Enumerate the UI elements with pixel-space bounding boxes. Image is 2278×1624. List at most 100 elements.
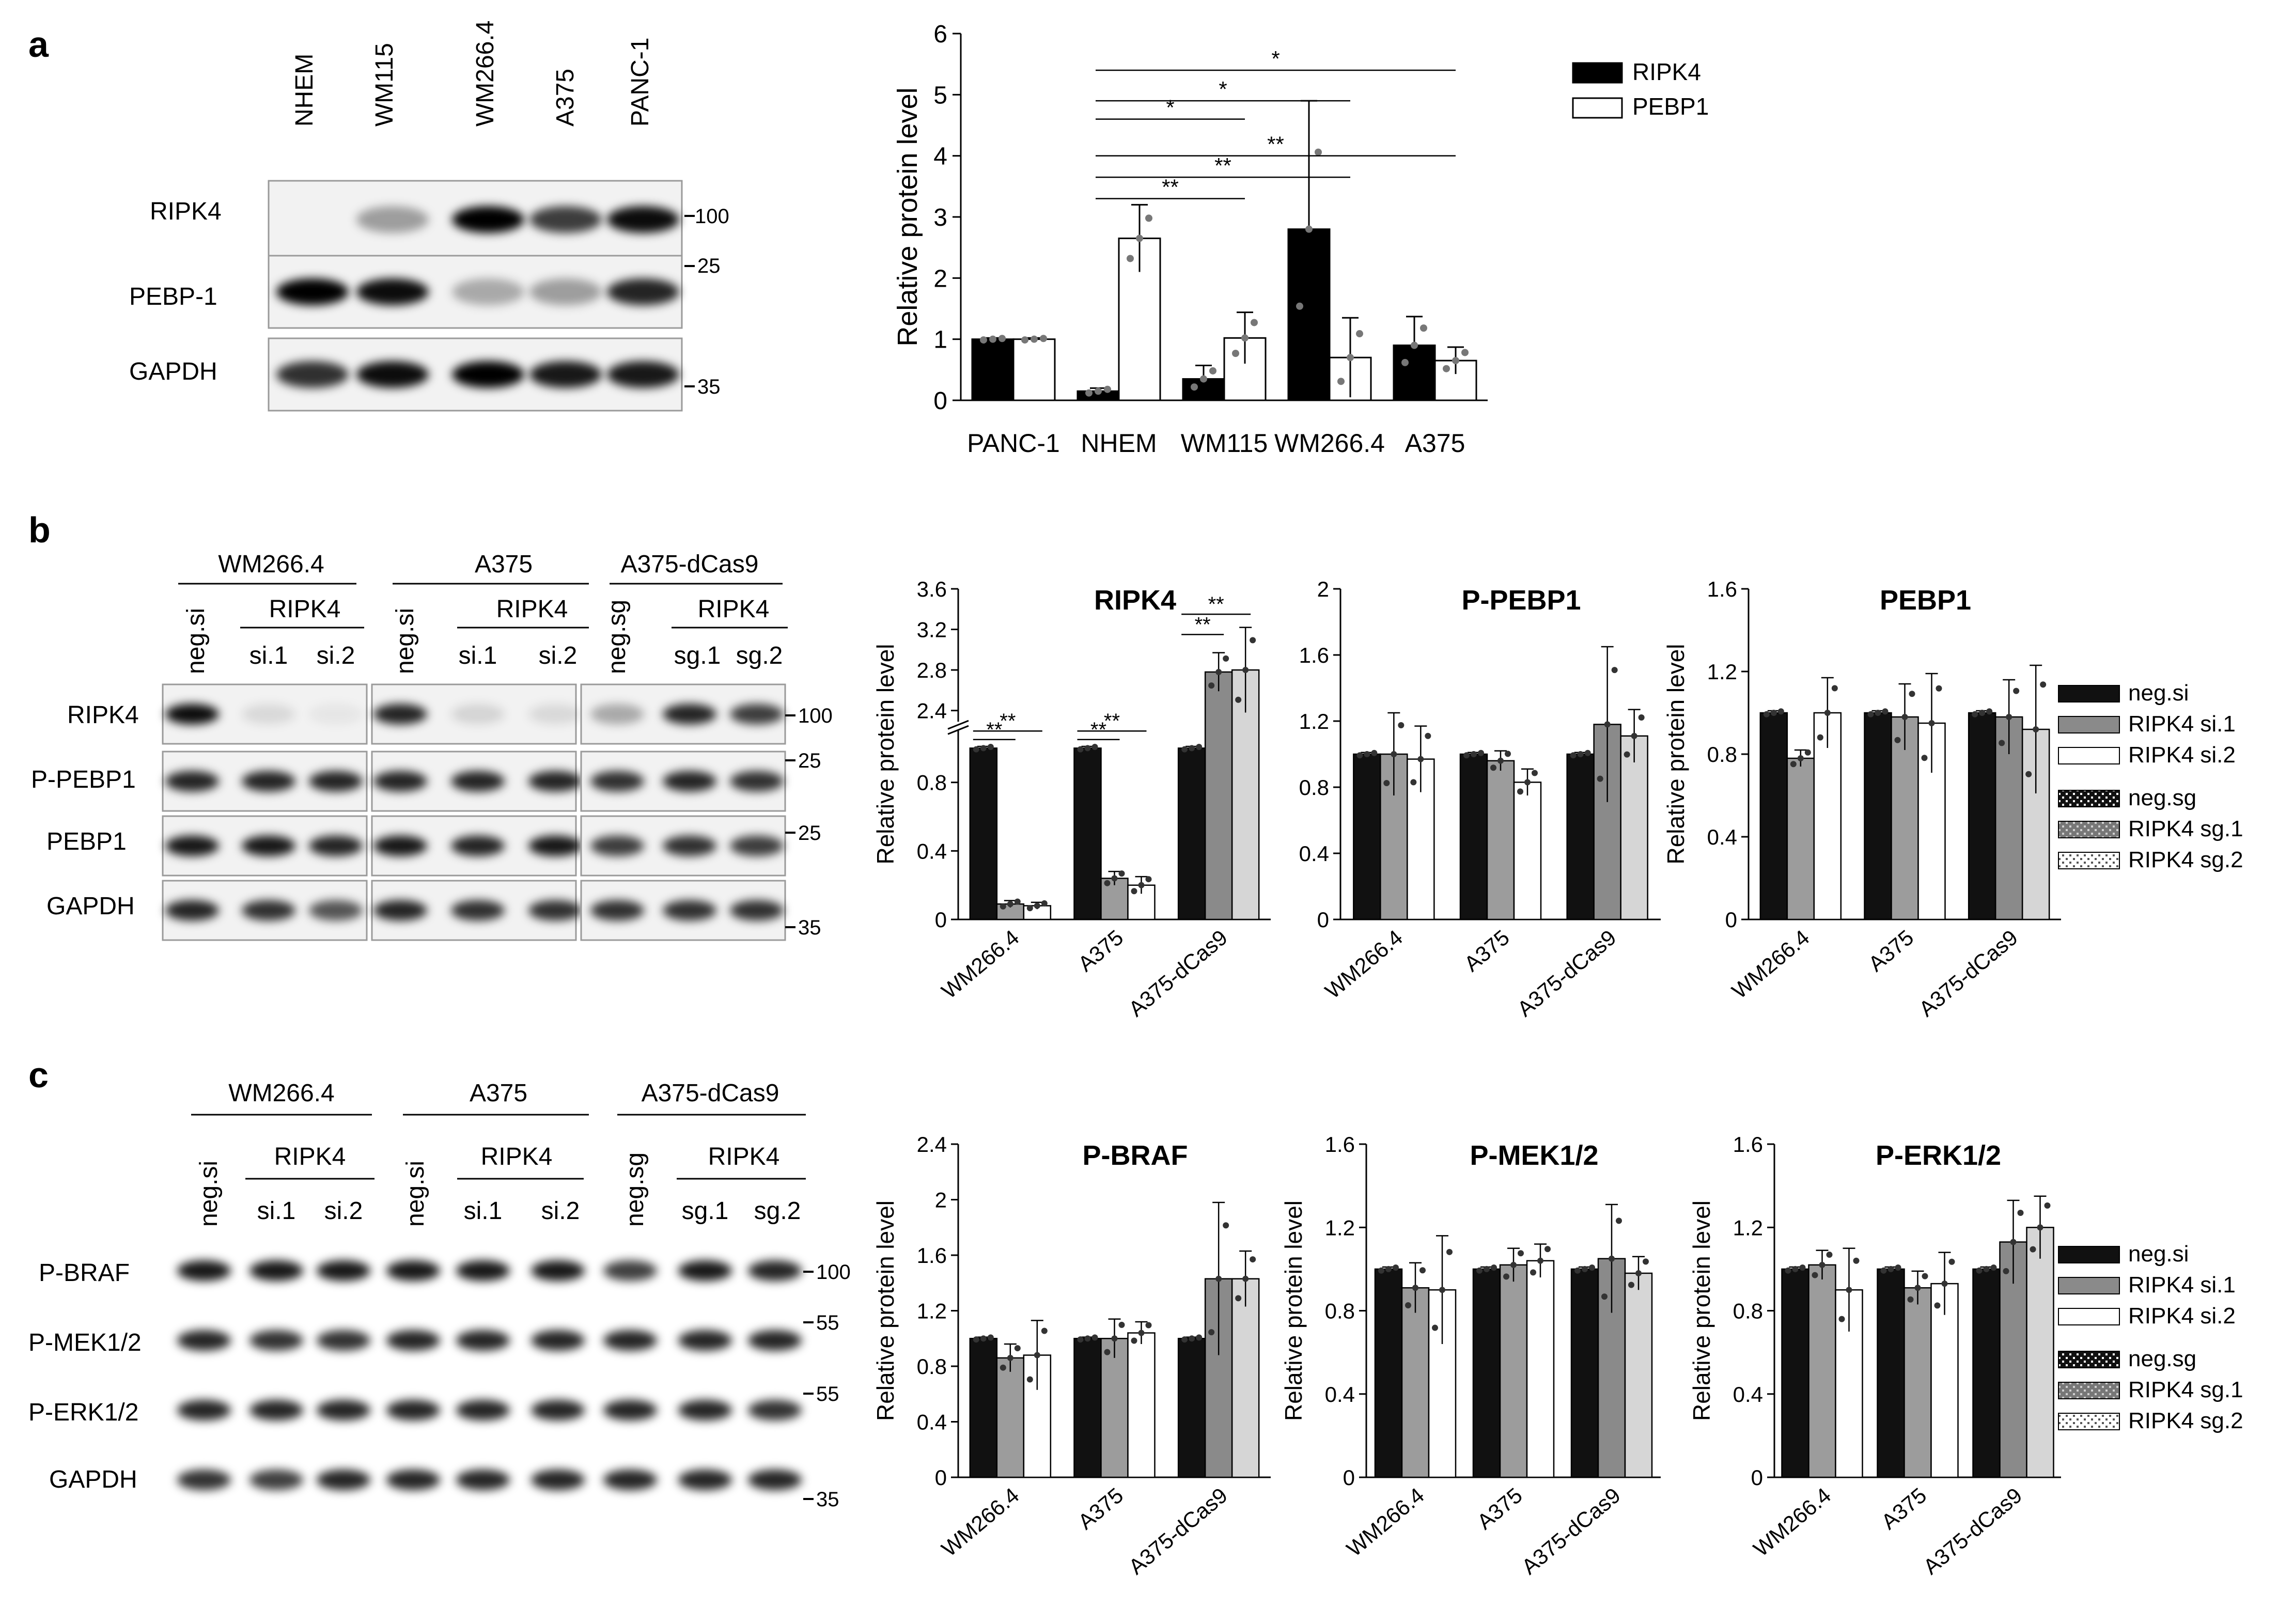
chart-b2: 0 0.4 0.8 1.2 1.6 2 P-PEBP1 WM266.4 A375A375-dCa… (1299, 577, 1661, 1021)
data-point (1928, 720, 1935, 726)
blot-row-label: RIPK4 (150, 198, 222, 225)
significance-label: ** (1214, 153, 1231, 178)
blot-band (607, 278, 679, 305)
lane-label: PANC-1 (627, 38, 654, 127)
legend-swatch-ripk4 (1572, 62, 1623, 84)
blot-band (356, 206, 429, 233)
lane-label: sg.2 (754, 1197, 801, 1225)
y-tick-label: 6 (933, 21, 947, 48)
y-tick-label: 0.8 (917, 1354, 947, 1379)
blot-band (356, 361, 429, 388)
blot-band (452, 361, 524, 388)
data-point (1393, 1264, 1399, 1271)
y-tick-label: 1.2 (1707, 660, 1737, 684)
blot-band (317, 1330, 370, 1351)
data-point (1145, 1322, 1152, 1329)
blot-band (529, 361, 602, 388)
data-point (980, 745, 987, 752)
data-point (1026, 905, 1033, 912)
mw-marker: 35 (697, 376, 721, 398)
data-point (1131, 888, 1137, 895)
data-point (1208, 682, 1215, 689)
blot-band (663, 704, 716, 725)
blot-band (607, 206, 679, 233)
data-point (1189, 1335, 1195, 1342)
data-point (1804, 749, 1811, 756)
chart-a: 0 1 2 3 4 5 6 Relative protein level PANC-1 NHEM W… (892, 21, 1488, 458)
x-tick-label: PANC-1 (967, 429, 1060, 458)
data-point (989, 335, 996, 343)
mw-marker: 25 (697, 255, 721, 277)
blot-band (386, 1400, 440, 1420)
bar (1486, 760, 1515, 920)
data-point (1524, 779, 1531, 786)
y-tick-label: 5 (933, 82, 947, 109)
data-point (2010, 1239, 2017, 1245)
lane-label: sg.1 (682, 1197, 729, 1225)
data-point (1305, 225, 1313, 233)
lane-label: si.2 (324, 1197, 363, 1225)
legend-c: neg.si RIPK4 si.1 RIPK4 si.2 neg.sg RIPK… (2058, 1241, 2243, 1433)
data-point (1405, 1302, 1411, 1309)
data-point (1880, 1267, 1887, 1274)
data-point (1111, 1335, 1118, 1342)
bar (1353, 753, 1381, 920)
y-tick-label: 2 (1317, 577, 1329, 601)
group-name: A375 (470, 1080, 527, 1107)
lane-label: si.2 (541, 1197, 580, 1225)
data-point (1084, 1335, 1091, 1342)
data-point (1478, 749, 1484, 756)
blot-c-strips (177, 1260, 802, 1490)
y-tick-label: 0.8 (1733, 1299, 1763, 1323)
data-point (1979, 710, 1986, 716)
data-point (1040, 335, 1047, 342)
data-point (1356, 330, 1363, 338)
axis-break-gap (948, 722, 969, 730)
data-point (1191, 383, 1198, 391)
legend-swatch (2058, 716, 2120, 733)
blot-band (663, 900, 716, 921)
blot-b-strips (162, 683, 786, 941)
data-point (1631, 732, 1637, 739)
data-point (1118, 1321, 1125, 1328)
bar (1864, 712, 1892, 920)
lane-label: NHEM (291, 54, 318, 127)
bar (1073, 747, 1102, 920)
y-tick-label: 1.6 (1733, 1132, 1763, 1157)
data-point (1990, 1264, 1997, 1271)
blot-band (531, 1470, 585, 1490)
lane-label: si.2 (539, 642, 578, 669)
data-point (1181, 1336, 1188, 1343)
data-point (1085, 389, 1093, 397)
data-point (1091, 1334, 1098, 1341)
data-point (1826, 1252, 1833, 1258)
blot-band (177, 1260, 231, 1281)
data-point (2040, 681, 2047, 688)
lane-label: si.1 (257, 1197, 296, 1225)
data-point (1337, 378, 1345, 385)
data-point (1242, 667, 1249, 674)
blot-row-label: RIPK4 (67, 701, 139, 729)
blot-band (663, 771, 716, 792)
blot-row-label: P-MEK1/2 (28, 1329, 142, 1356)
data-point (1824, 710, 1831, 716)
data-point (1091, 744, 1098, 751)
data-point (1014, 898, 1021, 905)
data-point (1894, 737, 1901, 743)
data-point (1777, 708, 1784, 715)
data-point (1941, 1281, 1948, 1287)
y-tick-label: 0.8 (917, 771, 947, 795)
data-point (1007, 1354, 1013, 1361)
blot-band (678, 1400, 732, 1420)
data-point (1476, 1267, 1483, 1274)
bar (1786, 757, 1815, 920)
x-tick-label: WM266.4 (1274, 429, 1385, 458)
blot-band (531, 1400, 585, 1420)
significance-label: ** (1267, 132, 1284, 157)
blot-band (456, 1470, 510, 1490)
data-point (1398, 722, 1405, 728)
y-tick-label: 0.4 (917, 839, 947, 863)
data-point (2037, 1224, 2043, 1231)
blot-band (678, 1470, 732, 1490)
data-point (1628, 1282, 1634, 1288)
